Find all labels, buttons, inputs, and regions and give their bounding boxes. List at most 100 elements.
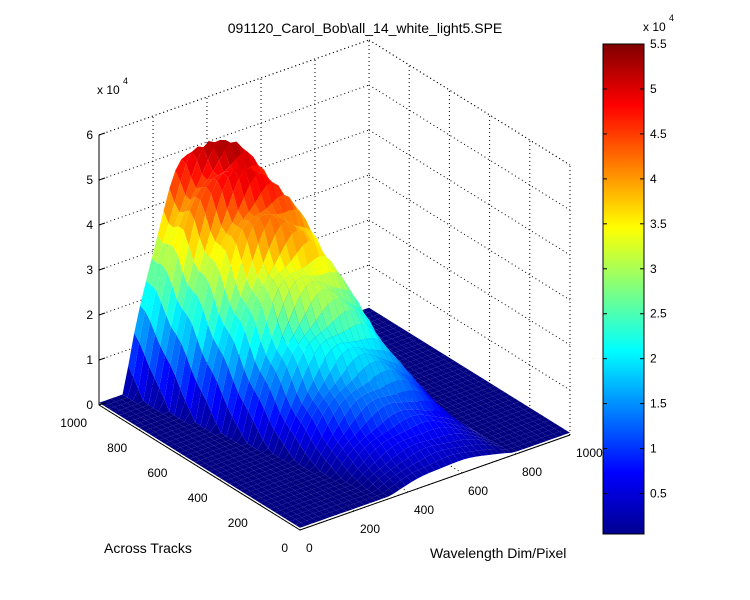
x-tick-label: 400 bbox=[414, 503, 434, 517]
surface-patch bbox=[222, 460, 233, 466]
surface-patch bbox=[304, 459, 316, 471]
surface-patch bbox=[471, 426, 482, 432]
surface-patch bbox=[359, 347, 371, 355]
surface-patch bbox=[357, 385, 368, 396]
z-axis-multiplier: x 10 bbox=[97, 83, 120, 97]
surface-patch bbox=[407, 464, 419, 473]
surface-patch bbox=[245, 289, 257, 311]
surface-patch bbox=[321, 327, 332, 341]
surface-patch bbox=[163, 188, 175, 224]
surface-patch bbox=[213, 160, 224, 176]
surface-patch bbox=[487, 430, 498, 436]
surface-patch bbox=[467, 434, 479, 440]
surface-patch bbox=[166, 430, 177, 437]
surface-patch bbox=[322, 288, 334, 305]
surface-patch bbox=[168, 415, 180, 421]
surface-patch bbox=[537, 427, 549, 433]
surface-patch bbox=[397, 450, 409, 462]
surface-patch bbox=[478, 439, 490, 445]
surface-patch bbox=[515, 425, 527, 431]
surface-patch bbox=[461, 414, 473, 421]
surface-patch bbox=[191, 160, 203, 189]
surface-patch bbox=[446, 376, 457, 382]
surface-patch bbox=[316, 312, 327, 333]
surface-patch bbox=[363, 312, 375, 331]
surface-patch bbox=[272, 182, 284, 198]
surface-patch bbox=[265, 337, 277, 364]
surface-patch bbox=[442, 362, 454, 369]
surface-patch bbox=[174, 388, 186, 419]
surface-patch bbox=[217, 173, 229, 192]
surface-patch bbox=[295, 522, 306, 528]
surface-patch bbox=[513, 406, 524, 412]
surface-patch bbox=[542, 430, 554, 436]
surface-patch bbox=[412, 470, 424, 479]
surface-patch bbox=[230, 244, 242, 283]
surface-patch bbox=[285, 234, 297, 262]
surface-patch bbox=[493, 423, 505, 429]
surface-patch bbox=[190, 451, 202, 457]
surface-patch bbox=[262, 485, 274, 491]
surface-patch bbox=[501, 410, 513, 416]
surface-patch bbox=[414, 368, 426, 374]
surface-patch bbox=[150, 290, 161, 334]
surface-patch bbox=[253, 217, 265, 244]
surface-patch bbox=[258, 408, 270, 440]
surface-patch bbox=[228, 458, 239, 464]
surface-patch bbox=[520, 428, 532, 434]
surface-patch bbox=[201, 452, 213, 458]
surface-patch bbox=[534, 414, 545, 420]
surface-patch bbox=[323, 390, 335, 405]
surface-patch bbox=[503, 395, 515, 401]
surface-patch bbox=[424, 410, 435, 417]
surface-patch bbox=[314, 471, 326, 477]
surface-patch bbox=[451, 427, 462, 434]
surface-patch bbox=[288, 308, 300, 336]
colorbar-tick-label: 2.5 bbox=[650, 307, 667, 321]
surface-patch bbox=[417, 414, 429, 423]
surface-patch bbox=[316, 289, 328, 313]
surface-patch bbox=[159, 438, 171, 444]
surface-patch bbox=[502, 439, 513, 446]
surface-patch bbox=[147, 408, 159, 414]
surface-patch bbox=[306, 400, 318, 418]
surface-patch bbox=[472, 381, 484, 387]
surface-patch bbox=[372, 337, 384, 351]
surface-patch bbox=[220, 470, 232, 476]
surface-patch bbox=[264, 219, 275, 249]
surface-patch bbox=[518, 444, 529, 450]
surface-patch bbox=[440, 421, 451, 428]
surface-patch bbox=[368, 376, 380, 391]
surface-patch bbox=[248, 216, 260, 227]
colorbar-multiplier-exponent: 4 bbox=[669, 13, 674, 23]
surface-patch bbox=[300, 410, 312, 431]
surface-patch bbox=[514, 430, 526, 436]
surface-patch bbox=[346, 475, 357, 486]
surface-patch bbox=[501, 445, 513, 450]
surface-patch bbox=[185, 177, 197, 201]
surface-patch bbox=[128, 333, 140, 378]
surface-patch bbox=[290, 514, 302, 520]
surface-patch bbox=[393, 434, 404, 443]
surface-patch bbox=[140, 281, 151, 312]
surface-patch bbox=[450, 433, 461, 442]
colorbar-tick-label: 0.5 bbox=[650, 487, 667, 501]
surface-patch bbox=[259, 354, 271, 380]
surface-patch bbox=[198, 251, 210, 275]
surface-patch bbox=[234, 296, 246, 321]
surface-patch bbox=[451, 374, 463, 380]
surface-patch bbox=[405, 369, 417, 382]
surface-patch bbox=[421, 389, 433, 400]
surface-patch bbox=[332, 424, 344, 443]
surface-patch bbox=[319, 474, 331, 480]
surface-patch bbox=[197, 308, 208, 353]
surface-patch bbox=[205, 412, 217, 432]
surface-patch bbox=[330, 510, 342, 516]
surface-patch bbox=[204, 231, 216, 257]
surface-patch bbox=[408, 390, 420, 402]
surface-patch bbox=[292, 223, 304, 232]
surface-patch bbox=[130, 409, 142, 415]
surface-patch bbox=[409, 380, 421, 390]
surface-patch bbox=[458, 401, 470, 407]
